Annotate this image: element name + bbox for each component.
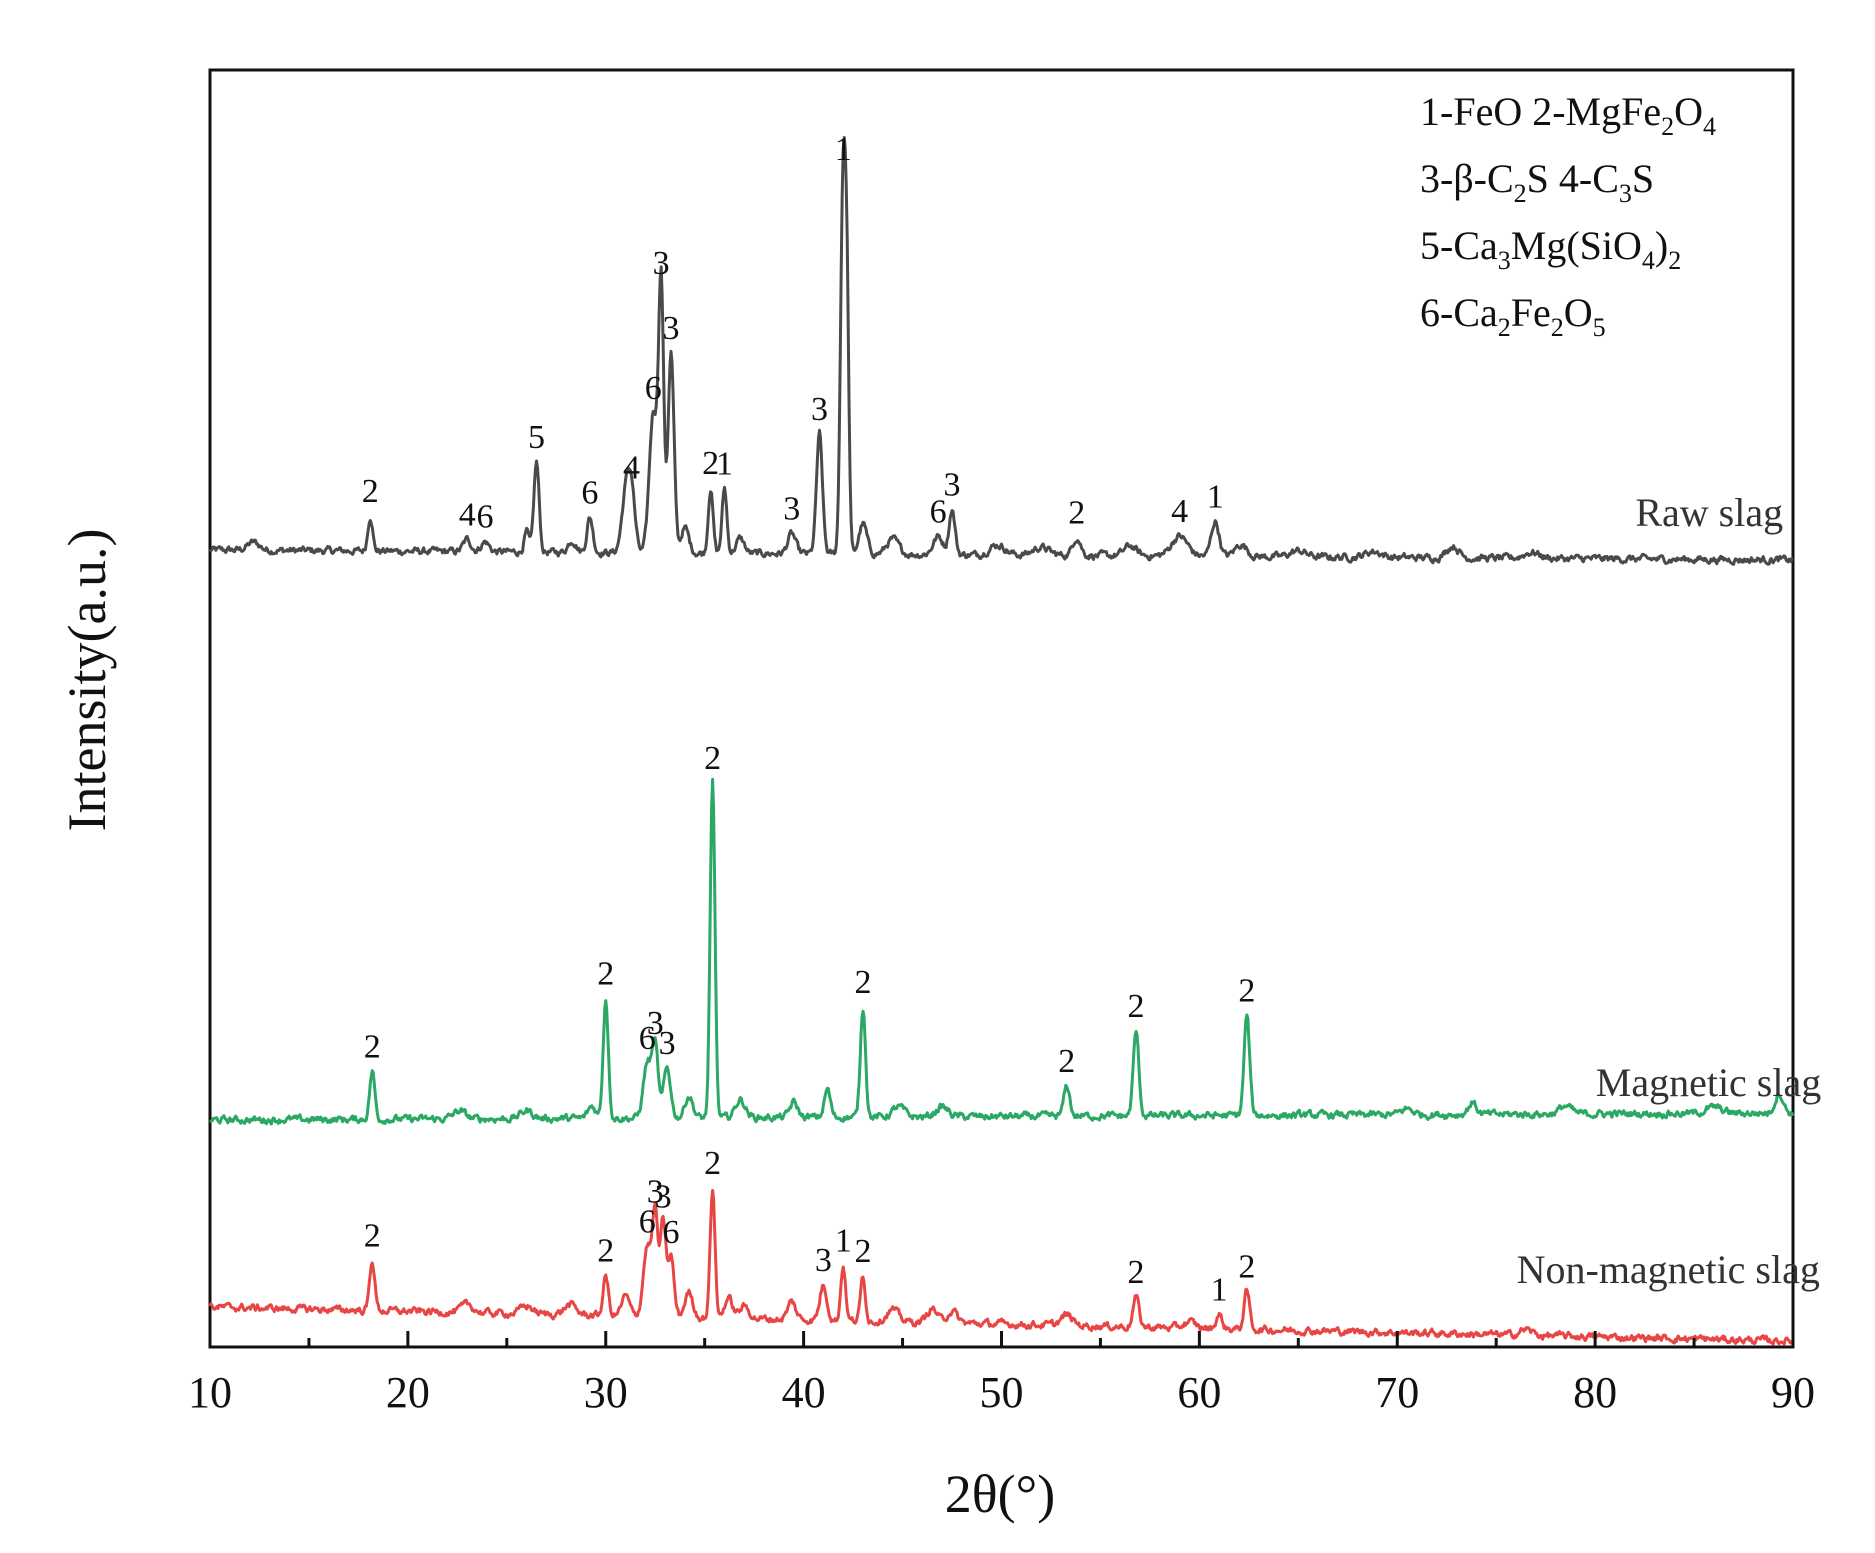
peak-label: 1 <box>1211 1272 1228 1309</box>
x-axis: 10 20 30 40 50 60 70 80 90 <box>188 1331 1815 1417</box>
peak-label: 3 <box>659 1025 676 1062</box>
peak-label: 3 <box>647 1005 664 1042</box>
x-axis-title: 2θ(°) <box>945 1464 1055 1524</box>
peak-label: 2 <box>1128 988 1145 1025</box>
legend-entry: 1-FeO 2-MgFe2O4 <box>1420 89 1716 141</box>
peak-label: 6 <box>639 1203 656 1240</box>
x-tick-label: 50 <box>980 1368 1024 1417</box>
x-tick-label: 80 <box>1573 1368 1617 1417</box>
x-tick-label: 30 <box>584 1368 628 1417</box>
peak-label: 6 <box>581 474 598 511</box>
peak-label: 2 <box>364 1217 381 1254</box>
peak-label: 3 <box>653 245 670 282</box>
peak-label: 4 <box>623 450 640 487</box>
peak-label: 1 <box>835 131 852 168</box>
peak-label: 2 <box>1128 1254 1145 1291</box>
peak-label: 1 <box>835 1223 852 1260</box>
legend-entry: 3-β-C2S 4-C3S <box>1420 156 1654 208</box>
peak-label: 2 <box>1238 1248 1255 1285</box>
peak-label: 2 <box>704 1145 721 1182</box>
peak-label: 3 <box>815 1242 832 1279</box>
peak-label: 4 <box>1171 493 1188 530</box>
peak-label: 3 <box>655 1179 672 1216</box>
x-tick-label: 10 <box>188 1368 232 1417</box>
peak-label: 2 <box>1068 494 1085 531</box>
peak-label: 2 <box>1058 1043 1075 1080</box>
series-line <box>208 777 1795 1126</box>
y-axis-title: Intensity(a.u.) <box>57 529 117 832</box>
peak-label: 5 <box>528 419 545 456</box>
peak-label: 2 <box>854 1233 871 1270</box>
peak-label: 6 <box>645 370 662 407</box>
peak-label: 6 <box>663 1214 680 1251</box>
peak-label: 3 <box>811 391 828 428</box>
peak-label: 4 <box>459 497 476 534</box>
x-tick-label: 20 <box>386 1368 430 1417</box>
peak-label: 6 <box>930 494 947 531</box>
peak-label: 2 <box>364 1028 381 1065</box>
peak-label: 1 <box>1207 478 1224 515</box>
peak-label: 3 <box>647 1174 664 1211</box>
legend: 1-FeO 2-MgFe2O4 3-β-C2S 4-C3S 5-Ca3Mg(SiO4… <box>1420 89 1716 342</box>
series-name-label: Raw slag <box>1635 490 1783 535</box>
series-layer: Raw slag Magnetic slag Non-magnetic slag <box>208 136 1822 1346</box>
peak-label: 6 <box>639 1020 656 1057</box>
peak-label: 2 <box>362 473 379 510</box>
peak-label: 3 <box>663 310 680 347</box>
x-tick-label: 60 <box>1177 1368 1221 1417</box>
peak-label: 3 <box>783 491 800 528</box>
peak-label: 2 <box>597 955 614 992</box>
peak-label: 2 <box>704 740 721 777</box>
series-line <box>208 136 1794 566</box>
legend-entry: 6-Ca2Fe2O5 <box>1420 290 1606 342</box>
peak-label: 3 <box>944 467 961 504</box>
series-name-label: Magnetic slag <box>1596 1060 1822 1105</box>
peak-label: 2 <box>597 1233 614 1270</box>
legend-entry: 5-Ca3Mg(SiO4)2 <box>1420 223 1681 275</box>
peak-label: 2 <box>1238 972 1255 1009</box>
peak-label: 1 <box>716 445 733 482</box>
peak-label: 2 <box>702 445 719 482</box>
peak-label: 6 <box>477 499 494 536</box>
x-tick-label: 70 <box>1375 1368 1419 1417</box>
peak-label: 2 <box>854 964 871 1001</box>
x-tick-label: 40 <box>782 1368 826 1417</box>
series-line <box>208 1189 1795 1346</box>
series-name-label: Non-magnetic slag <box>1517 1247 1820 1292</box>
x-tick-label: 90 <box>1771 1368 1815 1417</box>
